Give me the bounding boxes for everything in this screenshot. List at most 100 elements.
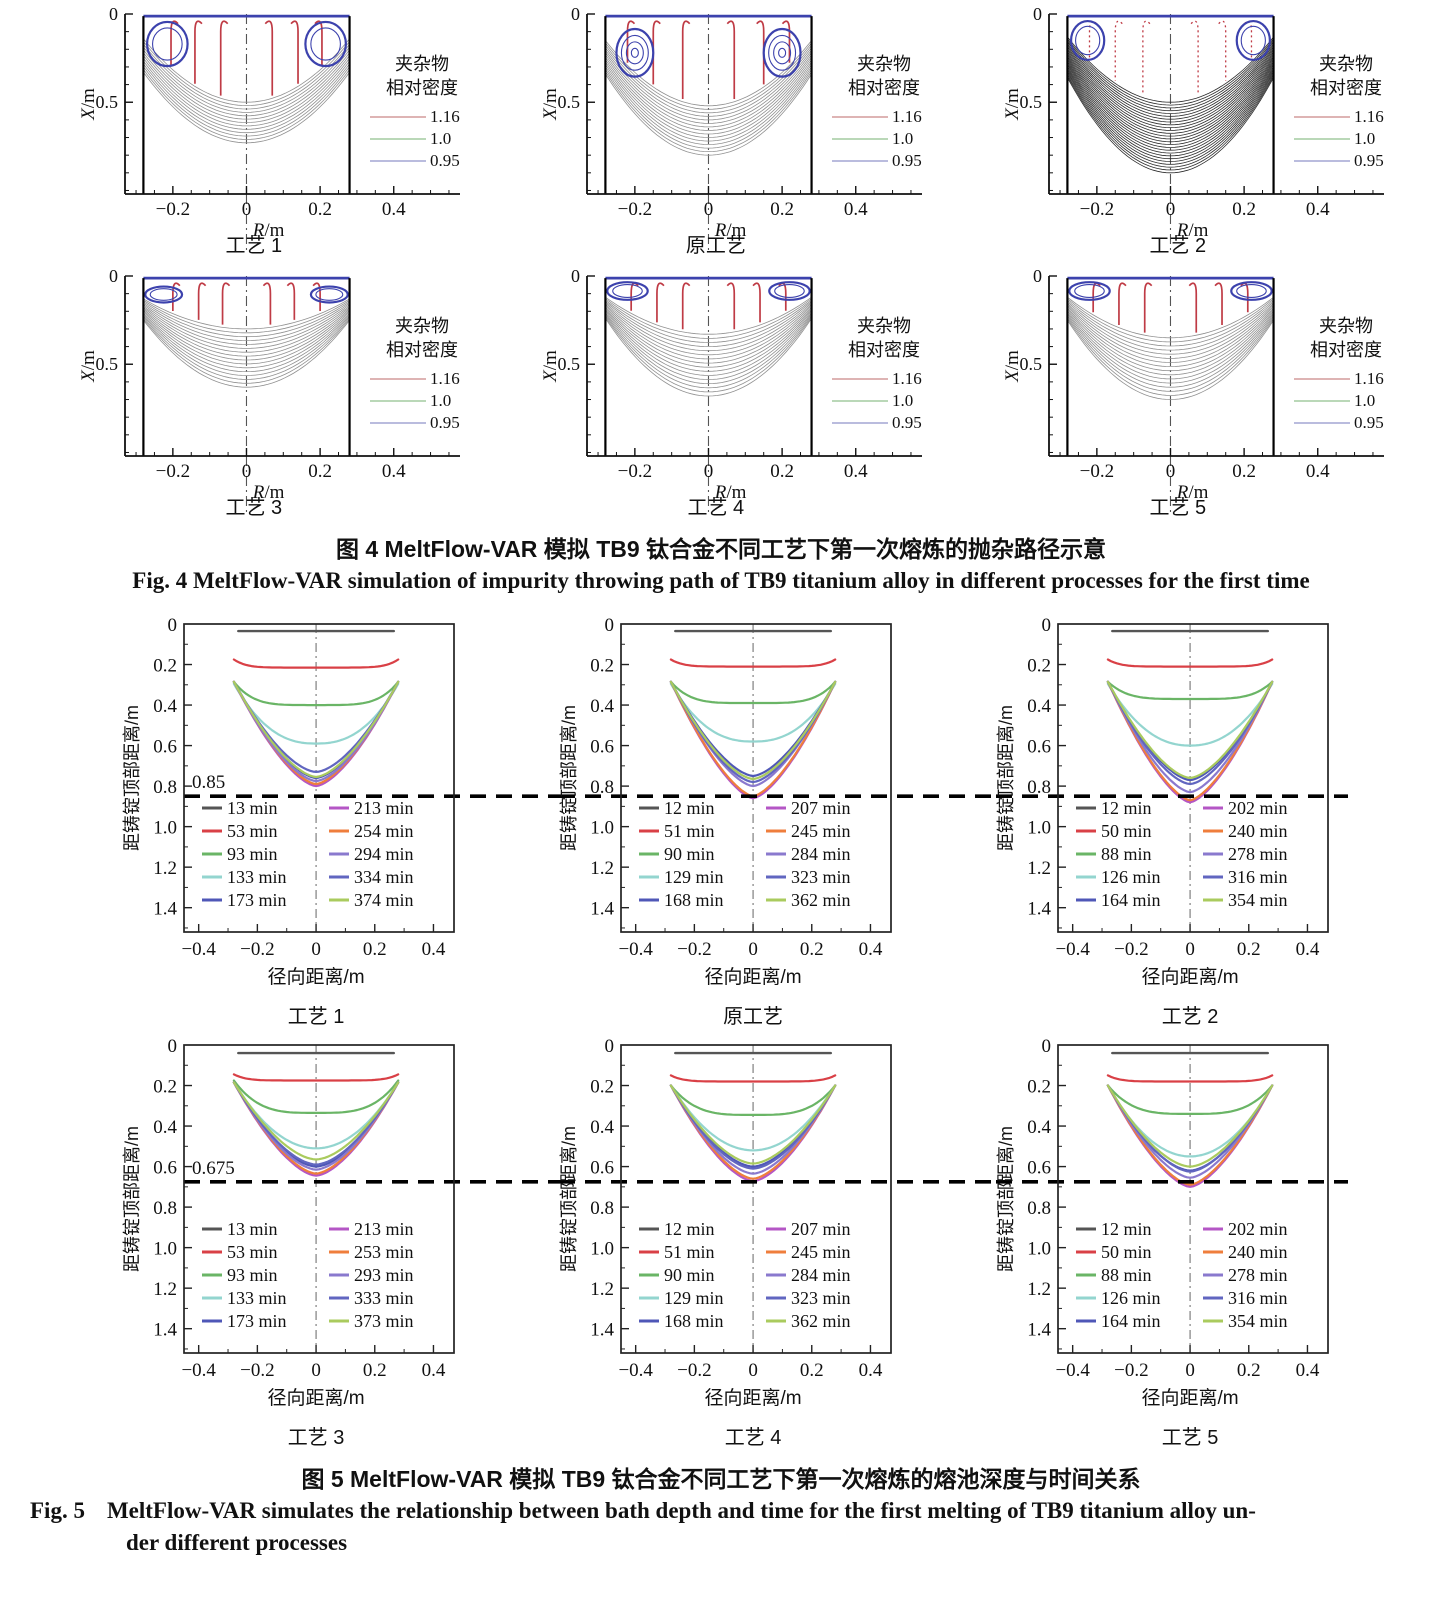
svg-text:0.95: 0.95 <box>430 413 460 432</box>
depth-annotation: 0.85 <box>192 772 225 793</box>
axes: 0 0.5 −0.2 0 0.2 0.4 <box>96 266 460 482</box>
svg-text:254 min: 254 min <box>354 821 414 841</box>
subplot-title: 工艺 5 <box>1162 1426 1219 1449</box>
axes: 0 0.2 0.4 0.6 0.8 1.0 1.2 1.4−0.4 −0.2 0 0.2 0.4 <box>590 615 883 960</box>
svg-text:0.2: 0.2 <box>153 656 177 677</box>
svg-text:0: 0 <box>571 4 580 24</box>
subplot-title: 工艺 5 <box>1150 496 1207 519</box>
axes: 0 0.5 −0.2 0 0.2 0.4 <box>558 266 922 482</box>
y-axis-label: 距铸锭顶部距离/m <box>122 705 142 851</box>
svg-text:93 min: 93 min <box>227 844 278 864</box>
svg-text:1.4: 1.4 <box>590 1320 614 1341</box>
svg-text:12 min: 12 min <box>664 798 715 818</box>
pool-depth-curves <box>232 1051 400 1177</box>
svg-text:相对密度: 相对密度 <box>386 340 458 360</box>
svg-text:0.2: 0.2 <box>153 1077 177 1098</box>
figure-4-caption-cn: 图 4 MeltFlow-VAR 模拟 TB9 钛合金不同工艺下第一次熔炼的抛杂… <box>335 536 1107 562</box>
svg-text:相对密度: 相对密度 <box>386 78 458 98</box>
pool-profiles <box>605 296 812 397</box>
legend: 12 min 50 min 88 min 126 min 164 min 202 min 2… <box>1076 798 1288 910</box>
fig4-subplot-original-process: 0 0.5 −0.2 0 0.2 0.4 R/m X/m 原工艺 夹杂物 相对密度 1.16 1.0 0.… <box>472 4 934 258</box>
fig5-subplot-process-4: 0 0.2 0.4 0.6 0.8 1.0 1.2 1.4 −0.4 −0.2 0 0.2 0.4 径向距… <box>559 1035 996 1450</box>
svg-text:88 min: 88 min <box>1101 1265 1152 1285</box>
vortex-loops-blue <box>145 20 347 68</box>
svg-text:0.5: 0.5 <box>96 92 119 112</box>
svg-text:373 min: 373 min <box>354 1311 414 1331</box>
fig4-plot: 00.5−0.2 0 0.2 0.4R/mX/m工艺 3夹杂物相对密度1.161.00… <box>78 266 460 519</box>
svg-text:129 min: 129 min <box>664 867 724 887</box>
axes: 0 0.5 −0.2 0 0.2 0.4 <box>96 4 460 220</box>
svg-text:240 min: 240 min <box>1228 1242 1288 1262</box>
svg-text:245 min: 245 min <box>791 1242 851 1262</box>
pool-depth-curves <box>232 629 400 788</box>
pool-depth-curves <box>669 629 837 800</box>
svg-text:1.2: 1.2 <box>153 858 177 879</box>
svg-text:1.2: 1.2 <box>1027 1279 1051 1300</box>
svg-text:0: 0 <box>748 1360 758 1381</box>
vortex-loops-blue <box>606 281 811 301</box>
figure-4-caption-en: Fig. 4 MeltFlow-VAR simulation of impuri… <box>132 568 1310 593</box>
svg-text:0.6: 0.6 <box>1027 737 1051 758</box>
svg-text:93 min: 93 min <box>227 1265 278 1285</box>
axes: 0 0.2 0.4 0.6 0.8 1.0 1.2 1.4−0.4 −0.2 0 0.2 0.4 <box>1027 615 1320 960</box>
pool-depth-curves <box>1106 629 1274 804</box>
svg-text:0.95: 0.95 <box>1354 413 1384 432</box>
svg-text:1.0: 1.0 <box>590 818 614 839</box>
svg-text:1.0: 1.0 <box>153 1239 177 1260</box>
y-axis-label: 距铸锭顶部距离/m <box>996 1126 1016 1272</box>
svg-text:0.5: 0.5 <box>1020 92 1043 112</box>
x-axis-label: 径向距离/m <box>705 1387 802 1409</box>
x-axis-label: 径向距离/m <box>705 966 802 988</box>
svg-text:−0.4: −0.4 <box>618 939 653 960</box>
svg-text:0.2: 0.2 <box>363 1360 387 1381</box>
legend: 12 min 51 min 90 min 129 min 168 min 207 min 2… <box>639 1219 851 1331</box>
fig5-subplot-process-1: 0.85 0 0.2 0.4 0.6 0.8 1.0 1.2 1.4 −0.4 −0.2 0 0.2 0.… <box>122 614 559 1029</box>
y-axis-label: X/m <box>1002 88 1023 121</box>
y-axis-label: X/m <box>1002 350 1023 383</box>
svg-text:0: 0 <box>704 461 714 482</box>
svg-text:0.4: 0.4 <box>859 939 883 960</box>
y-axis-label: X/m <box>78 88 99 121</box>
svg-text:213 min: 213 min <box>354 1219 414 1239</box>
axes: 0 0.5 −0.2 0 0.2 0.4 <box>1020 266 1384 482</box>
svg-text:0: 0 <box>748 939 758 960</box>
figure-4: 0 0.5 −0.2 0 0.2 0.4 R/m X/m 工艺 1 夹杂物 相对密度 1.16 1.0 0… <box>0 0 1442 594</box>
y-axis-label: 距铸锭顶部距离/m <box>559 1126 579 1272</box>
fig5-subplot-process-3: 0.675 0 0.2 0.4 0.6 0.8 1.0 1.2 1.4 −0.4 −0.2 0 0.2 0… <box>122 1035 559 1450</box>
svg-text:相对密度: 相对密度 <box>848 78 920 98</box>
legend: 13 min 53 min 93 min 133 min 173 min 213 min 2… <box>202 1219 414 1331</box>
svg-text:0.4: 0.4 <box>153 1117 177 1138</box>
svg-text:0: 0 <box>311 939 321 960</box>
svg-text:0.5: 0.5 <box>96 354 119 374</box>
fig4-subplot-process-1: 0 0.5 −0.2 0 0.2 0.4 R/m X/m 工艺 1 夹杂物 相对密度 1.16 1.0 0… <box>10 4 472 258</box>
svg-text:0.4: 0.4 <box>1027 696 1051 717</box>
svg-text:284 min: 284 min <box>791 1265 851 1285</box>
svg-text:1.0: 1.0 <box>1354 129 1375 148</box>
svg-text:13 min: 13 min <box>227 798 278 818</box>
figure-5-grid: 0.85 0 0.2 0.4 0.6 0.8 1.0 1.2 1.4 −0.4 −0.2 0 0.2 0.… <box>0 600 1442 1450</box>
subplot-title: 工艺 1 <box>288 1005 345 1028</box>
svg-text:1.0: 1.0 <box>153 818 177 839</box>
svg-text:374 min: 374 min <box>354 890 414 910</box>
pool-profiles <box>143 38 350 144</box>
svg-text:0.2: 0.2 <box>1232 461 1256 482</box>
svg-text:−0.4: −0.4 <box>181 1360 216 1381</box>
axes: 0 0.5 −0.2 0 0.2 0.4 <box>558 4 922 220</box>
svg-text:0.4: 0.4 <box>422 939 446 960</box>
svg-text:50 min: 50 min <box>1101 1242 1152 1262</box>
svg-text:0.4: 0.4 <box>382 199 406 220</box>
svg-text:0.8: 0.8 <box>590 777 614 798</box>
axes: 0 0.2 0.4 0.6 0.8 1.0 1.2 1.4−0.4 −0.2 0 0.2 0.4 <box>153 1036 446 1381</box>
fig4-subplot-process-3: 0 0.5 −0.2 0 0.2 0.4 R/m X/m 工艺 3 夹杂物 相对密度 1.16 1.0 0… <box>10 266 472 520</box>
pool-profiles <box>605 40 812 156</box>
svg-text:173 min: 173 min <box>227 890 287 910</box>
svg-text:12 min: 12 min <box>1101 1219 1152 1239</box>
svg-text:0.4: 0.4 <box>422 1360 446 1381</box>
fig5-plot: 0 0.2 0.4 0.6 0.8 1.0 1.2 1.4−0.4 −0.2 0 0.2 0.4 径向距… <box>559 615 996 1028</box>
svg-text:53 min: 53 min <box>227 1242 278 1262</box>
svg-text:354 min: 354 min <box>1228 890 1288 910</box>
svg-text:0: 0 <box>311 1360 321 1381</box>
svg-text:−0.4: −0.4 <box>618 1360 653 1381</box>
